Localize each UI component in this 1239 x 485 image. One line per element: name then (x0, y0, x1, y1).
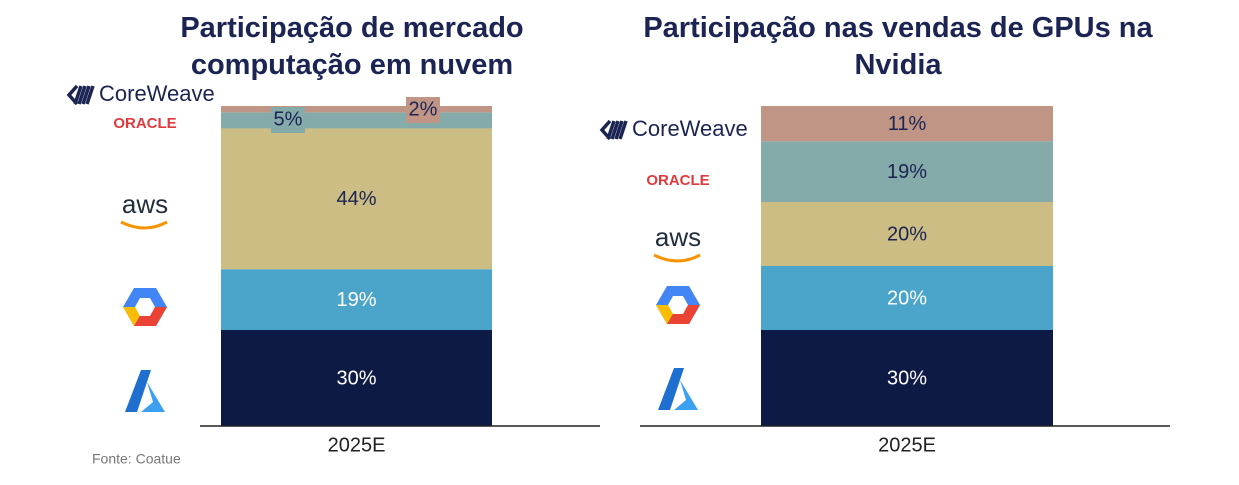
logo: ORACLE (646, 172, 709, 189)
value-label: 19% (336, 289, 376, 311)
logo: CoreWeave (66, 81, 215, 106)
gcp-icon (668, 296, 688, 314)
bar-segment (761, 141, 1053, 202)
value-label: 20% (887, 223, 927, 245)
value-label: 19% (887, 161, 927, 183)
label-box (406, 97, 440, 123)
azure-icon (125, 370, 151, 412)
value-label: 20% (887, 287, 927, 309)
value-label: 30% (336, 367, 376, 389)
azure-icon (674, 380, 698, 410)
logo (658, 368, 698, 410)
azure-icon (658, 368, 684, 410)
x-tick-label: 2025E (878, 434, 936, 456)
coreweave-icon (66, 84, 95, 106)
logo: aws (653, 222, 701, 263)
label-box (271, 107, 305, 133)
bar-segment (221, 330, 492, 426)
aws-smile (653, 253, 701, 263)
logo: ORACLE (113, 115, 176, 132)
logo (125, 370, 165, 412)
logo-text: ORACLE (113, 115, 176, 132)
logo-text: CoreWeave (99, 81, 215, 106)
gcp-icon (135, 298, 155, 316)
logo-text: aws (122, 189, 168, 219)
coreweave-icon (599, 119, 628, 141)
chart-title: Participação de mercado computação em nu… (180, 12, 524, 81)
azure-icon (141, 382, 165, 412)
logo-text: ORACLE (646, 172, 709, 189)
value-label: 44% (336, 188, 376, 210)
bar-segment (761, 202, 1053, 266)
logo: CoreWeave (599, 116, 748, 141)
bar-segment (221, 106, 492, 113)
aws-smile (120, 220, 168, 230)
logo (656, 286, 700, 324)
logo-text: CoreWeave (632, 116, 748, 141)
value-label: 30% (887, 367, 927, 389)
value-label: 2% (409, 98, 438, 120)
x-tick-label: 2025E (328, 434, 386, 456)
bar-segment (221, 112, 492, 129)
bar-segment (221, 269, 492, 330)
bar-segment (761, 266, 1053, 330)
value-label: 11% (888, 113, 927, 135)
bar-segment (761, 106, 1053, 142)
logo (123, 288, 167, 326)
bar-segment (761, 330, 1053, 426)
chart-title: Participação nas vendas de GPUs na Nvidi… (643, 12, 1153, 81)
source: Fonte: Coatue (92, 451, 181, 467)
logo: aws (120, 189, 168, 230)
value-label: 5% (274, 108, 303, 130)
logo-text: aws (655, 222, 701, 252)
bar-segment (221, 128, 492, 270)
